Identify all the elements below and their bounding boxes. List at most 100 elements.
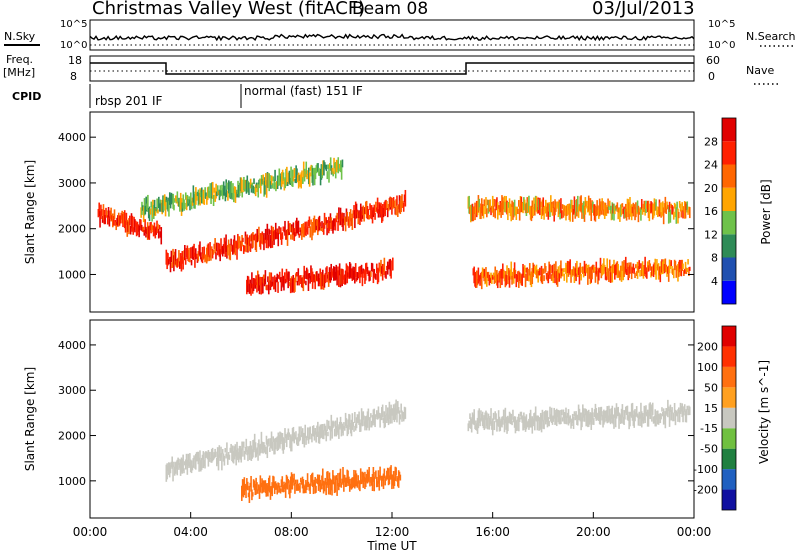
heatmap-cell [642,203,645,212]
heatmap-cell [670,409,673,421]
heatmap-cell [242,244,245,254]
heatmap-cell [594,271,597,283]
heatmap-cell [307,273,310,291]
heatmap-cell [354,210,356,229]
heatmap-cell [314,477,316,494]
heatmap-cell [296,168,298,181]
heatmap-cell [320,483,322,490]
heatmap-cell [280,233,283,245]
heatmap-cell [681,259,683,272]
heatmap-cell [337,157,340,174]
heatmap-cell [681,403,683,418]
heatmap-cell [500,202,502,218]
heatmap-cell [257,274,260,291]
nsky-trace [89,33,695,42]
heatmap-cell [272,176,275,182]
heatmap-cell [324,425,327,436]
heatmap-cell [279,488,282,494]
heatmap-cell [338,426,340,439]
heatmap-cell [185,248,188,258]
heatmap-cell [255,275,257,285]
heatmap-cell [678,410,681,423]
heatmap-cell [308,216,311,228]
heatmap-cell [657,206,660,215]
heatmap-cell [354,266,356,284]
heatmap-cell [476,278,479,286]
freq-label-2: [MHz] [3,66,35,79]
heatmap-cell [153,199,156,216]
heatmap-cell [251,233,253,249]
heatmap-cell [237,452,240,463]
heatmap-cell [283,438,285,450]
heatmap-cell [666,266,668,277]
heatmap-cell [178,261,181,269]
freq-tick-top: 18 [68,54,82,67]
heatmap-cell [550,414,552,422]
heatmap-cell [616,407,619,417]
heatmap-cell [604,410,607,418]
heatmap-cell [199,450,201,461]
heatmap-cell [583,205,586,222]
heatmap-cell [603,209,605,216]
heatmap-cell [281,433,284,451]
heatmap-cell [249,279,252,294]
heatmap-cell [641,208,644,215]
heatmap-cell [606,406,609,424]
heatmap-cell [540,208,543,220]
heatmap-cell [265,239,268,249]
heatmap-cell [603,410,606,423]
heatmap-cell [375,263,378,274]
heatmap-cell [259,475,262,493]
heatmap-cell [334,271,337,281]
heatmap-cell [370,477,373,486]
heatmap-cell [484,412,486,420]
heatmap-cell [288,271,290,282]
heatmap-cell [485,410,487,429]
heatmap-cell [307,219,310,227]
heatmap-cell [549,204,551,218]
heatmap-cell [370,262,373,272]
heatmap-cell [246,234,248,245]
heatmap-cell [528,195,530,213]
date-label: 03/Jul/2013 [592,0,695,19]
heatmap-cell [333,429,336,437]
heatmap-cell [656,210,659,218]
heatmap-cell [360,264,363,275]
heatmap-cell [145,226,147,238]
heatmap-cell [206,196,208,205]
heatmap-cell [486,417,489,430]
heatmap-cell [553,207,555,222]
heatmap-cell [557,201,560,218]
power-heatmap [97,157,691,296]
heatmap-cell [236,189,238,198]
heatmap-cell [156,198,158,213]
heatmap-cell [140,219,142,229]
heatmap-cell [645,272,647,278]
heatmap-cell [610,267,613,273]
heatmap-cell [657,413,660,425]
heatmap-cell [283,226,285,233]
heatmap-cell [558,410,561,425]
heatmap-cell [278,271,281,280]
heatmap-cell [276,175,279,190]
heatmap-cell [184,245,186,261]
heatmap-cell [327,164,329,169]
heatmap-cell [184,459,187,470]
heatmap-cell [184,202,186,210]
heatmap-cell [643,405,646,421]
heatmap-cell [636,413,639,418]
heatmap-cell [634,272,636,279]
heatmap-cell [347,272,349,278]
heatmap-cell [147,208,150,219]
heatmap-cell [327,274,329,279]
heatmap-cell [226,454,229,465]
heatmap-cell [157,223,159,232]
heatmap-cell [316,163,318,173]
heatmap-cell [285,474,288,488]
heatmap-cell [321,424,323,438]
heatmap-cell [378,262,381,271]
heatmap-cell [157,228,160,239]
heatmap-cell [686,267,689,273]
heatmap-cell [617,406,619,417]
heatmap-cell [288,223,291,235]
